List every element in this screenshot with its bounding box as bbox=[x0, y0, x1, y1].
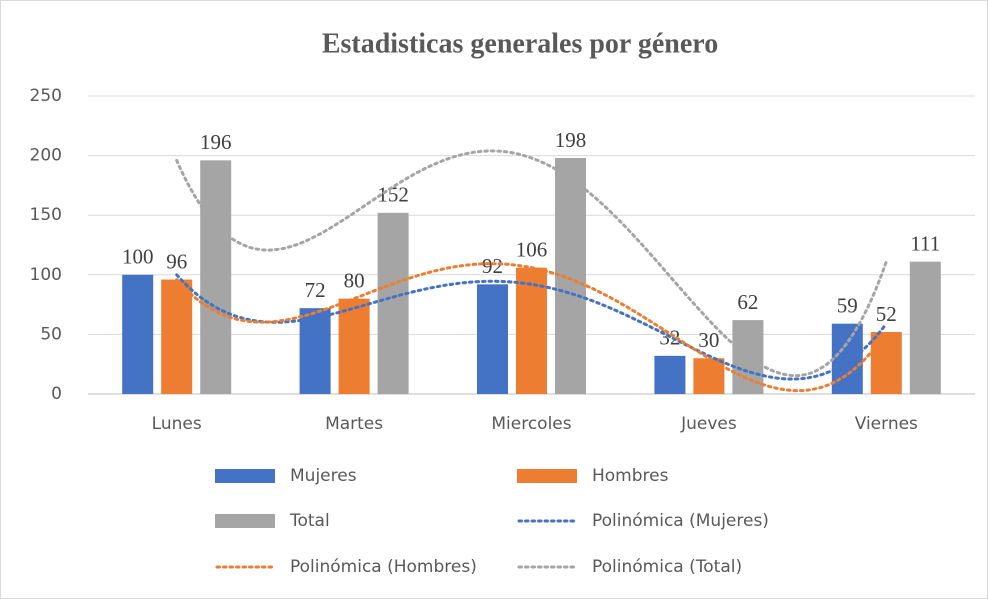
x-tick-label: Miercoles bbox=[491, 414, 571, 434]
legend-label: Polinómica (Mujeres) bbox=[592, 511, 769, 531]
bar bbox=[909, 261, 941, 394]
data-label: 30 bbox=[698, 328, 719, 352]
data-label: 100 bbox=[122, 245, 154, 269]
bar bbox=[338, 298, 370, 394]
bar bbox=[693, 358, 725, 394]
legend-label: Polinómica (Hombres) bbox=[290, 557, 477, 577]
legend-swatch bbox=[215, 469, 275, 483]
y-tick-label: 250 bbox=[30, 86, 62, 106]
bar bbox=[377, 212, 409, 394]
bar bbox=[299, 308, 331, 394]
data-label: 111 bbox=[910, 232, 940, 256]
data-label: 59 bbox=[837, 293, 858, 317]
bar bbox=[477, 284, 508, 394]
data-label: 198 bbox=[555, 128, 587, 152]
legend-swatch bbox=[215, 514, 275, 528]
y-tick-label: 50 bbox=[40, 324, 62, 344]
x-tick-label: Viernes bbox=[855, 414, 918, 434]
data-label: 62 bbox=[737, 290, 758, 314]
bar bbox=[654, 355, 686, 394]
y-tick-label: 200 bbox=[30, 146, 62, 166]
x-tick-label: Lunes bbox=[152, 414, 202, 434]
chart-title: Estadisticas generales por género bbox=[322, 28, 718, 59]
data-label: 72 bbox=[305, 278, 326, 302]
trendline bbox=[175, 273, 888, 381]
x-tick-label: Martes bbox=[325, 414, 383, 434]
x-tick-label: Jueves bbox=[680, 414, 737, 434]
y-tick-label: 0 bbox=[51, 384, 62, 404]
legend-label: Total bbox=[289, 511, 330, 531]
data-label: 196 bbox=[200, 130, 232, 154]
y-tick-label: 100 bbox=[30, 265, 62, 285]
data-label: 52 bbox=[876, 302, 897, 326]
trendline bbox=[175, 262, 888, 393]
trendline bbox=[175, 149, 888, 378]
bar bbox=[870, 332, 902, 394]
bar bbox=[516, 267, 547, 394]
bar bbox=[200, 160, 232, 394]
bar bbox=[161, 279, 193, 394]
legend-swatch bbox=[517, 469, 577, 483]
bar bbox=[831, 323, 863, 394]
data-label: 80 bbox=[344, 268, 365, 292]
legend-label: Mujeres bbox=[290, 466, 357, 486]
data-label: 106 bbox=[516, 237, 548, 261]
data-label: 152 bbox=[377, 183, 409, 207]
legend-label: Hombres bbox=[592, 466, 669, 486]
data-label: 96 bbox=[166, 249, 187, 273]
data-label: 92 bbox=[482, 254, 503, 278]
legend-label: Polinómica (Total) bbox=[592, 557, 742, 577]
y-tick-label: 150 bbox=[30, 205, 62, 225]
bar bbox=[122, 274, 154, 394]
bar bbox=[555, 157, 586, 394]
